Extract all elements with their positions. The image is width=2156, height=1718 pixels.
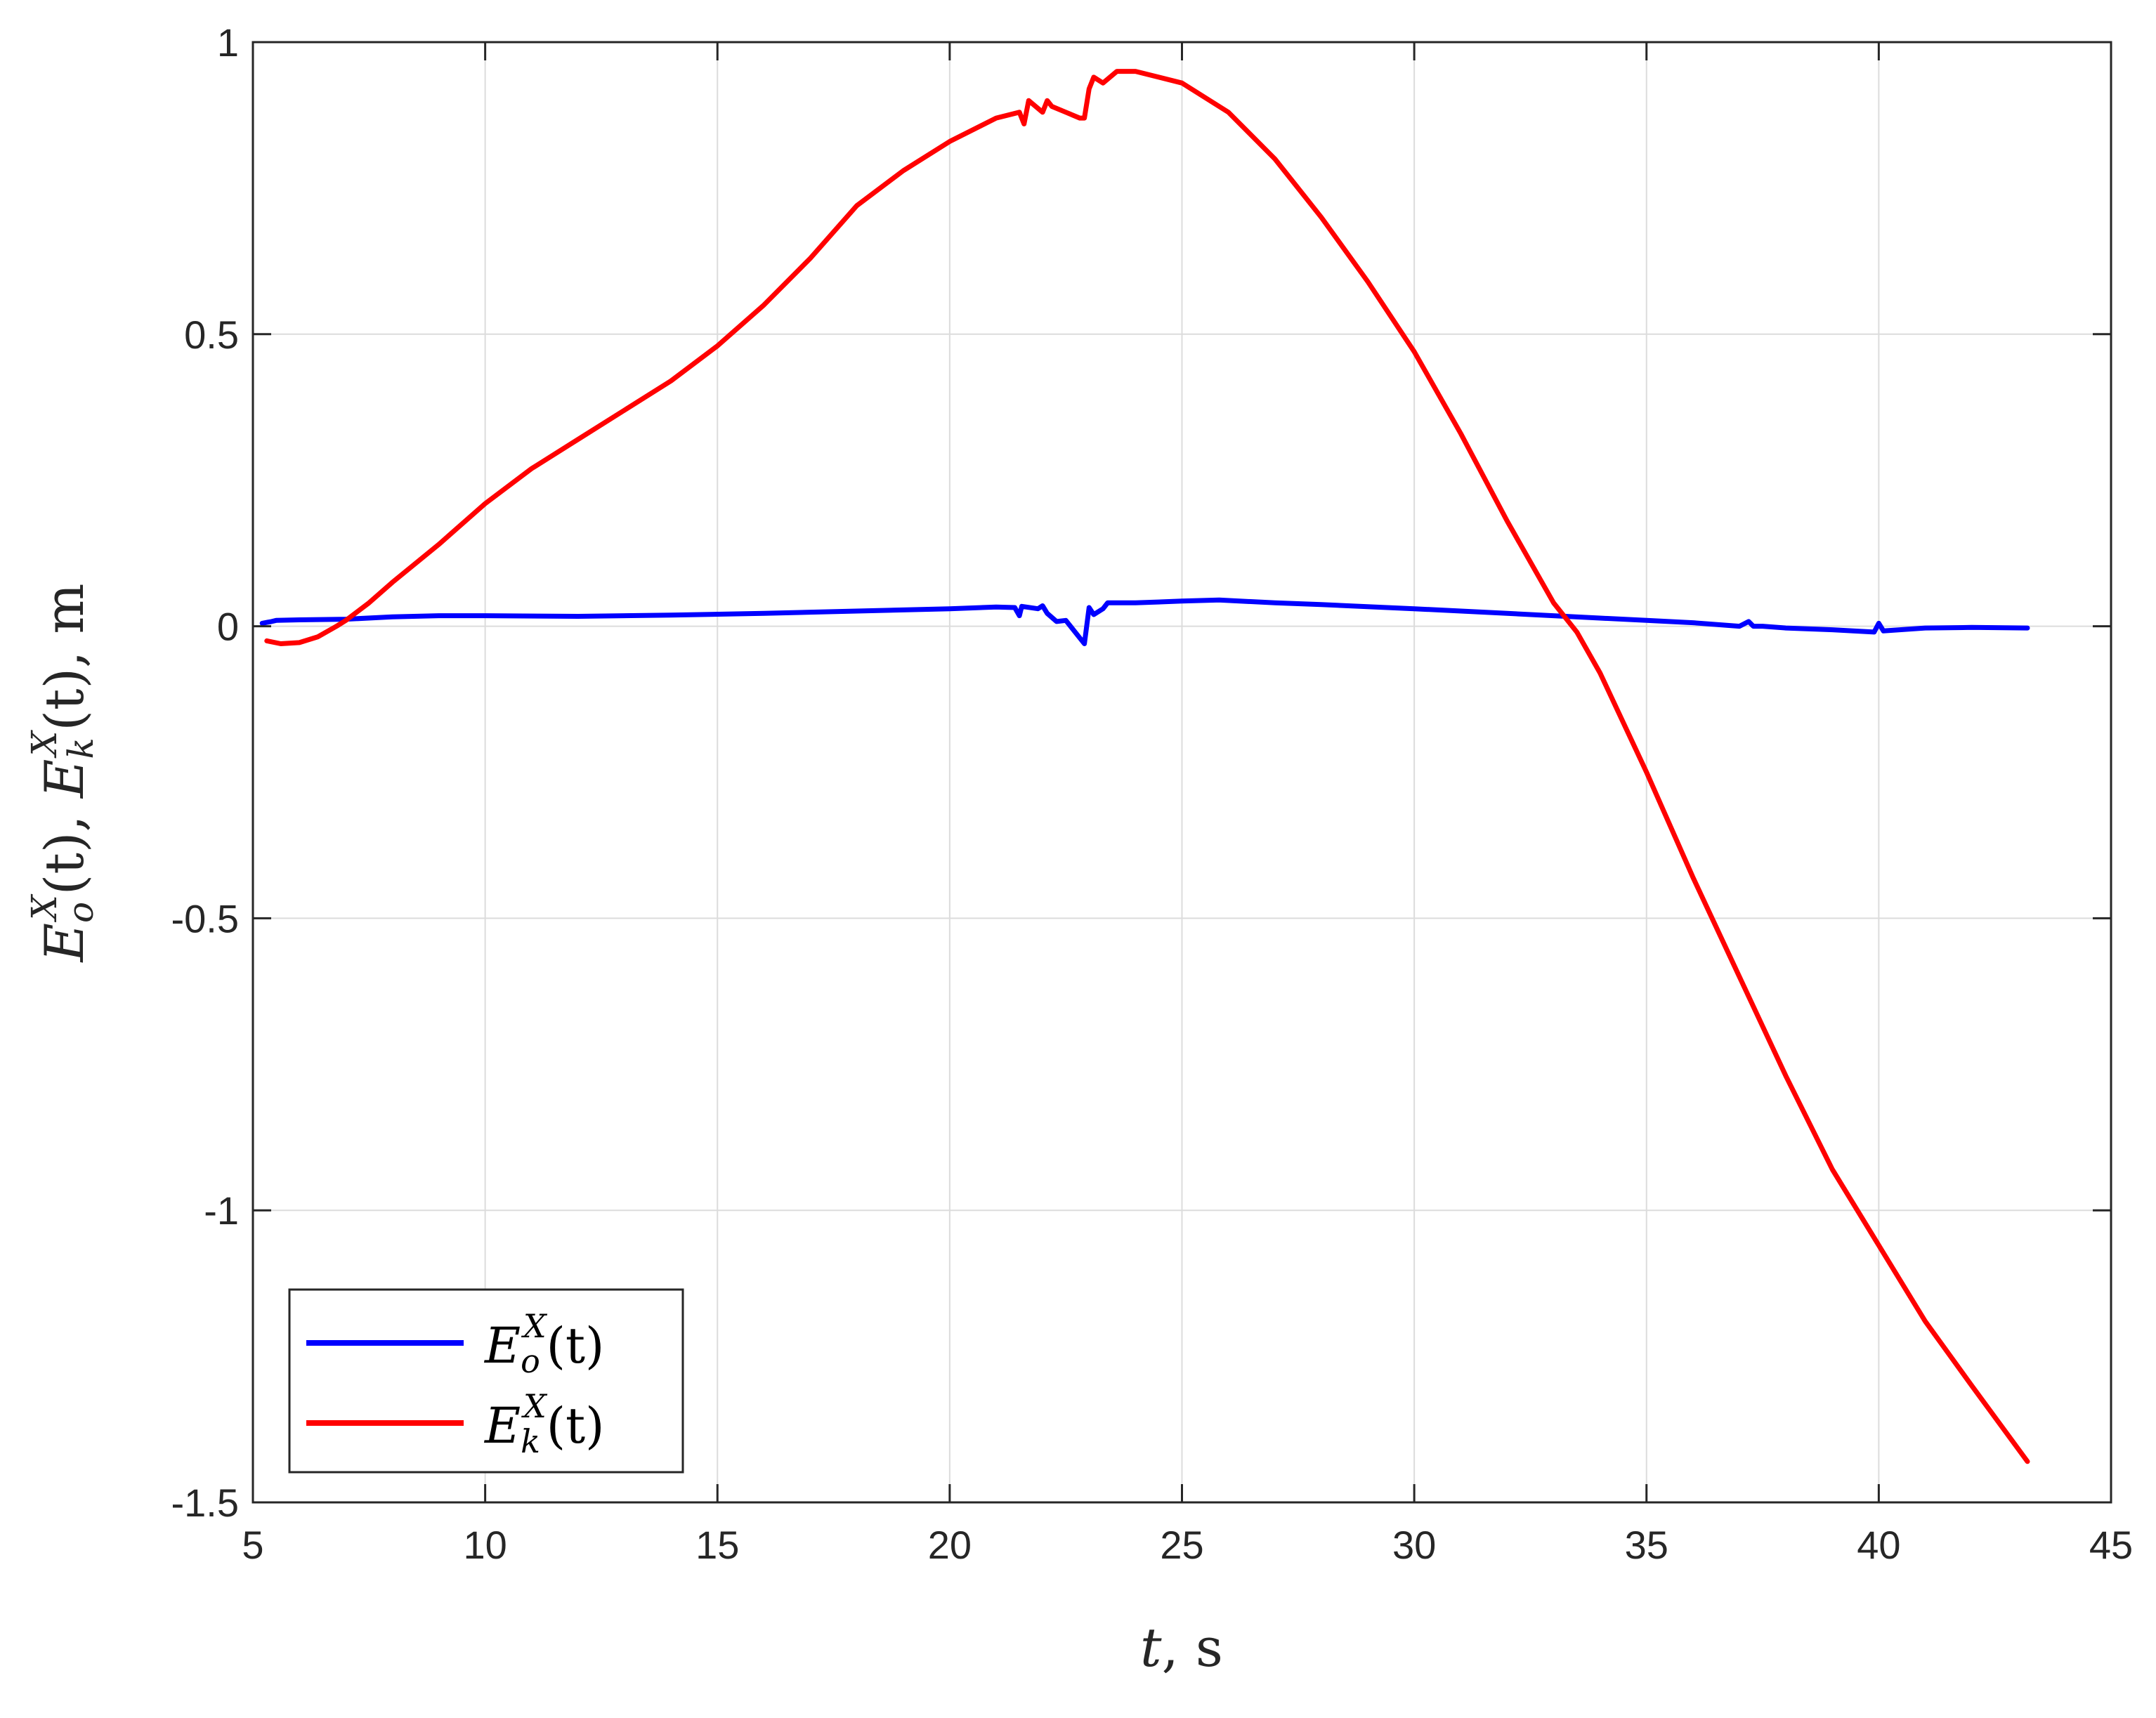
- x-tick-label: 15: [695, 1523, 739, 1567]
- y-tick-label: 1: [217, 20, 239, 65]
- x-tick-label: 10: [463, 1523, 507, 1567]
- x-tick-label: 45: [2089, 1523, 2133, 1567]
- grid: [253, 42, 2111, 1502]
- x-axis-unit: s: [1196, 1616, 1223, 1679]
- y-tick-label: -1.5: [171, 1481, 240, 1525]
- y-tick-label: -0.5: [171, 896, 240, 940]
- series-layer: [259, 69, 2030, 1464]
- y-axis-title: EoX(t), EkX(t), m: [24, 583, 101, 963]
- series-eox-line: [259, 597, 2030, 646]
- legend-label-ekx: EkX(t): [483, 1387, 604, 1460]
- x-tick-label: 30: [1392, 1523, 1436, 1567]
- y-tick-label: 0: [217, 605, 239, 649]
- x-tick-label: 35: [1625, 1523, 1668, 1567]
- y-tick-label: 0.5: [184, 313, 239, 357]
- x-tick-label: 5: [242, 1523, 263, 1567]
- x-axis-variable: t: [1140, 1616, 1162, 1679]
- tick-labels: 5 10 15 20 25 30 35 40 45 -1.5 -1 -0.5 0 0.5 1: [171, 20, 2134, 1567]
- series-ekx-line: [264, 69, 2030, 1464]
- legend-box: [288, 1288, 684, 1474]
- legend-label-eox: EoX(t): [483, 1307, 604, 1380]
- ticks: [251, 41, 2112, 1504]
- x-axis-title: t, s: [1140, 1616, 1223, 1679]
- y-tick-label: -1: [204, 1188, 239, 1233]
- legend: EoX(t) EkX(t): [288, 1288, 684, 1474]
- x-tick-label: 40: [1857, 1523, 1900, 1567]
- x-tick-label: 20: [928, 1523, 972, 1567]
- x-tick-label: 25: [1160, 1523, 1203, 1567]
